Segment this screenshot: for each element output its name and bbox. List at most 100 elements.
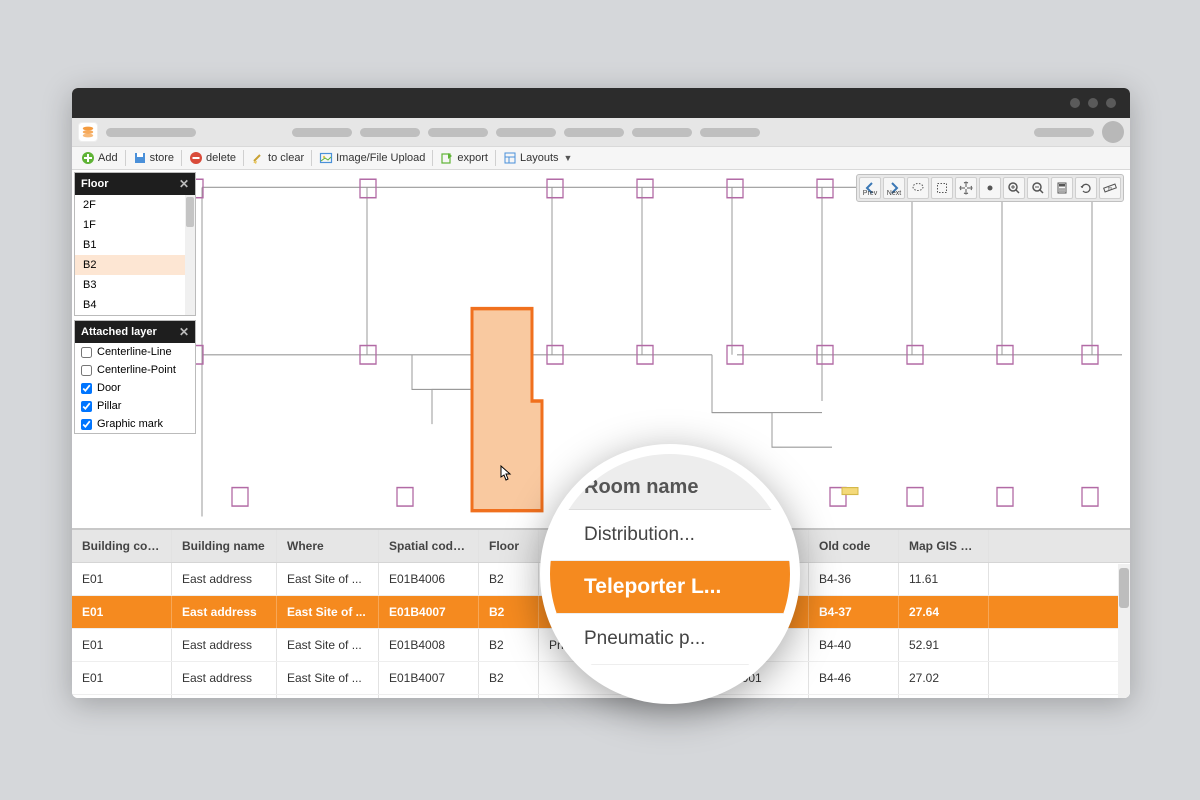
layer-item[interactable]: Pillar bbox=[75, 397, 195, 415]
scrollbar-thumb[interactable] bbox=[186, 197, 194, 227]
column-header[interactable]: Floor bbox=[479, 530, 539, 562]
table-cell: B4-40 bbox=[809, 629, 899, 661]
measure-tool[interactable]: m bbox=[1099, 177, 1121, 199]
table-cell: East address bbox=[172, 695, 277, 698]
menu-placeholder[interactable] bbox=[428, 128, 488, 137]
table-cell: E01B4006 bbox=[379, 563, 479, 595]
menu-placeholder[interactable] bbox=[292, 128, 352, 137]
menubar bbox=[72, 118, 1130, 146]
floor-item[interactable]: B1 bbox=[75, 235, 195, 255]
table-cell: E01 bbox=[72, 596, 172, 628]
scrollbar[interactable] bbox=[1118, 564, 1130, 698]
layer-list: Centerline-Line Centerline-Point DoorPilla… bbox=[75, 343, 195, 433]
table-cell: East address bbox=[172, 596, 277, 628]
window-control-dot[interactable] bbox=[1106, 98, 1116, 108]
table-cell: B4-37 bbox=[809, 596, 899, 628]
calc-tool[interactable] bbox=[1051, 177, 1073, 199]
prev-tool[interactable]: Prev bbox=[859, 177, 881, 199]
layer-item[interactable]: Door bbox=[75, 379, 195, 397]
table-cell: B2 bbox=[479, 629, 539, 661]
layer-label: Centerline-Line bbox=[97, 346, 172, 358]
layer-checkbox[interactable] bbox=[81, 419, 92, 430]
table-row[interactable]: E01East addressEast Site of ...E01B4006B… bbox=[72, 695, 1130, 698]
map-tools: PrevNext m bbox=[856, 174, 1124, 202]
layer-checkbox[interactable] bbox=[81, 383, 92, 394]
layouts-icon bbox=[503, 151, 517, 165]
next-tool[interactable]: Next bbox=[883, 177, 905, 199]
floor-item[interactable]: B4 bbox=[75, 295, 195, 315]
separator bbox=[495, 150, 496, 166]
zoom-out-tool[interactable] bbox=[1027, 177, 1049, 199]
column-header[interactable]: Building code bbox=[72, 530, 172, 562]
layer-checkbox[interactable] bbox=[81, 347, 92, 358]
action-toolbar: Add store delete to clear Image/File Upl… bbox=[72, 146, 1130, 170]
user-avatar[interactable] bbox=[1102, 121, 1124, 143]
floor-item[interactable]: B2 bbox=[75, 255, 195, 275]
chevron-down-icon: ▼ bbox=[564, 153, 573, 163]
floor-item[interactable]: 1F bbox=[75, 215, 195, 235]
close-icon[interactable]: ✕ bbox=[179, 177, 189, 191]
scrollbar[interactable] bbox=[185, 195, 195, 315]
window-control-dot[interactable] bbox=[1070, 98, 1080, 108]
table-cell: E01 bbox=[72, 629, 172, 661]
separator bbox=[181, 150, 182, 166]
column-header[interactable]: Map GIS area bbox=[899, 530, 989, 562]
layer-label: Centerline-Point bbox=[97, 364, 176, 376]
column-header[interactable]: Where bbox=[277, 530, 379, 562]
layouts-button[interactable]: Layouts ▼ bbox=[498, 147, 577, 169]
layer-item[interactable]: Graphic mark bbox=[75, 415, 195, 433]
layer-item[interactable]: Centerline-Point bbox=[75, 361, 195, 379]
layers-panel-title: Attached layer bbox=[81, 326, 157, 338]
menu-placeholder[interactable] bbox=[1034, 128, 1094, 137]
rect-select-tool[interactable] bbox=[931, 177, 953, 199]
pan-tool[interactable] bbox=[955, 177, 977, 199]
floor-item[interactable]: B3 bbox=[75, 275, 195, 295]
menu-placeholder[interactable] bbox=[700, 128, 760, 137]
lens-row: Distribution... bbox=[550, 510, 790, 561]
add-label: Add bbox=[98, 152, 118, 164]
point-tool[interactable] bbox=[979, 177, 1001, 199]
floor-panel-title: Floor bbox=[81, 178, 109, 190]
table-cell: E01B4008 bbox=[379, 629, 479, 661]
zoom-in-tool[interactable] bbox=[1003, 177, 1025, 199]
layer-item[interactable]: Centerline-Line bbox=[75, 343, 195, 361]
floor-panel: Floor ✕ 2F1FB1B2B3B4 bbox=[74, 172, 196, 316]
table-cell: East address bbox=[172, 662, 277, 694]
rotate-tool[interactable] bbox=[1075, 177, 1097, 199]
window-control-dot[interactable] bbox=[1088, 98, 1098, 108]
upload-button[interactable]: Image/File Upload bbox=[314, 147, 430, 169]
lasso-tool[interactable] bbox=[907, 177, 929, 199]
floor-item[interactable]: 2F bbox=[75, 195, 195, 215]
column-header[interactable]: Spatial coding bbox=[379, 530, 479, 562]
add-button[interactable]: Add bbox=[76, 147, 123, 169]
table-cell: E01 bbox=[72, 695, 172, 698]
broom-icon bbox=[251, 151, 265, 165]
column-header[interactable]: Old code bbox=[809, 530, 899, 562]
layer-checkbox[interactable] bbox=[81, 365, 92, 376]
clear-button[interactable]: to clear bbox=[246, 147, 309, 169]
separator bbox=[125, 150, 126, 166]
delete-button[interactable]: delete bbox=[184, 147, 241, 169]
layers-panel-header: Attached layer ✕ bbox=[75, 321, 195, 343]
app-logo-icon[interactable] bbox=[78, 122, 98, 142]
menu-placeholder[interactable] bbox=[360, 128, 420, 137]
image-icon bbox=[319, 151, 333, 165]
layer-label: Graphic mark bbox=[97, 418, 163, 430]
menu-placeholder[interactable] bbox=[496, 128, 556, 137]
export-button[interactable]: export bbox=[435, 147, 493, 169]
layer-checkbox[interactable] bbox=[81, 401, 92, 412]
menu-placeholder[interactable] bbox=[106, 128, 196, 137]
close-icon[interactable]: ✕ bbox=[179, 325, 189, 339]
store-button[interactable]: store bbox=[128, 147, 179, 169]
table-cell: 27.64 bbox=[899, 596, 989, 628]
menu-placeholder[interactable] bbox=[632, 128, 692, 137]
table-cell: B2 bbox=[479, 563, 539, 595]
scrollbar-thumb[interactable] bbox=[1119, 568, 1129, 608]
table-cell: E01B4007 bbox=[379, 596, 479, 628]
delete-icon bbox=[189, 151, 203, 165]
column-header[interactable]: Building name bbox=[172, 530, 277, 562]
menu-placeholder[interactable] bbox=[564, 128, 624, 137]
table-cell: B2 bbox=[479, 596, 539, 628]
upload-label: Image/File Upload bbox=[336, 152, 425, 164]
lens-header: Room name bbox=[550, 454, 790, 510]
